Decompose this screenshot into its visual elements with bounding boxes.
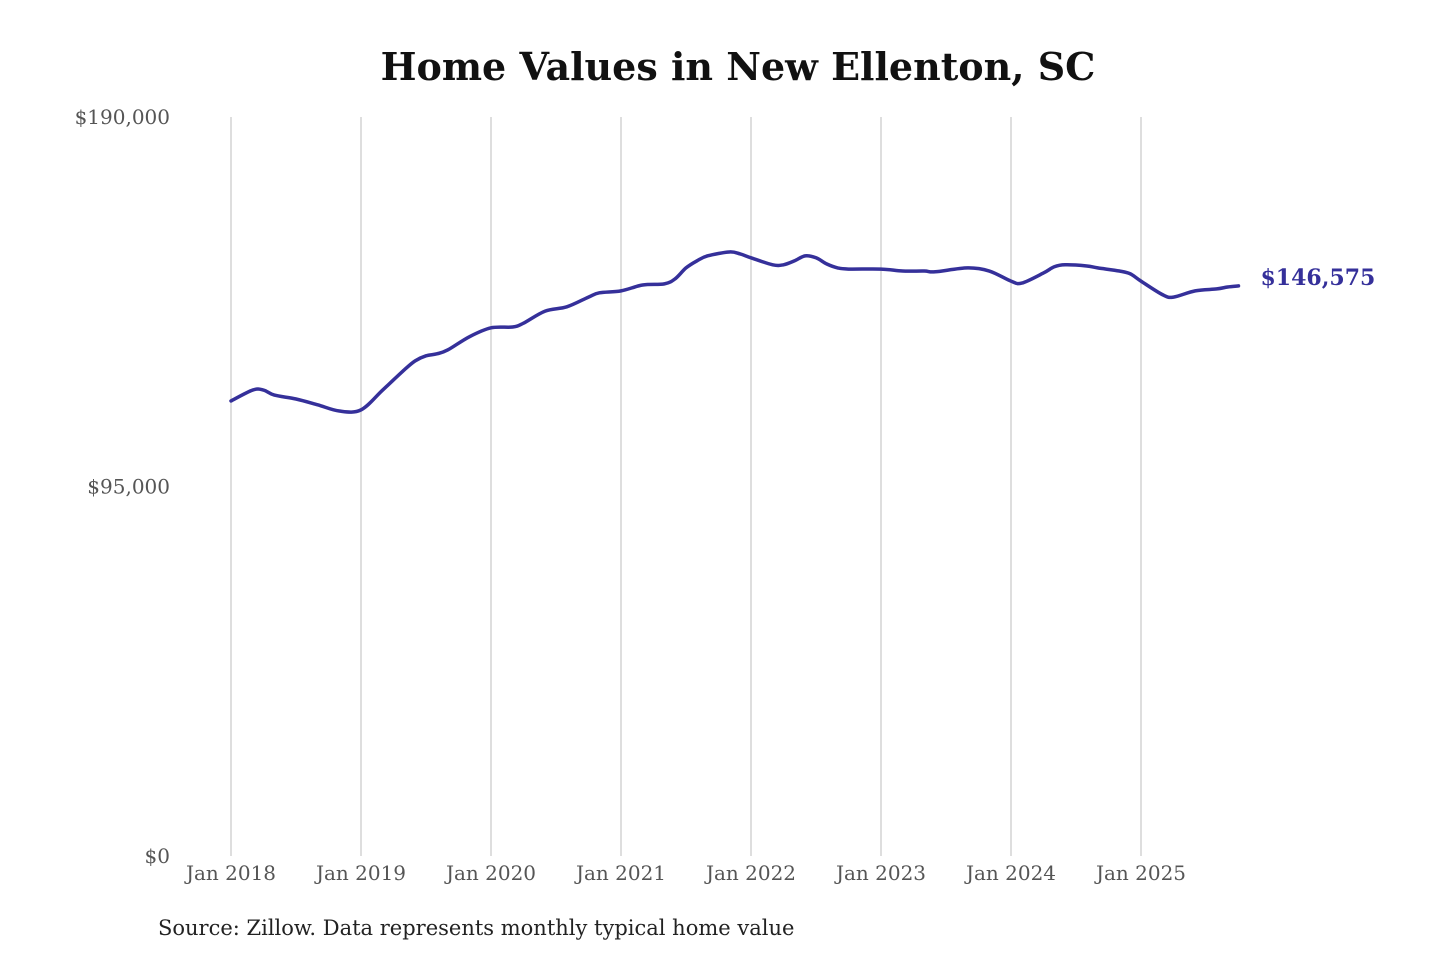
x-tick-label: Jan 2023 [834, 861, 926, 885]
x-tick-label: Jan 2020 [444, 861, 536, 885]
end-value-label: $146,575 [1261, 265, 1376, 291]
x-tick-label: Jan 2025 [1094, 861, 1186, 885]
chart-title: Home Values in New Ellenton, SC [380, 44, 1096, 89]
y-tick-label: $0 [145, 844, 170, 868]
x-tick-label: Jan 2024 [964, 861, 1056, 885]
x-tick-label: Jan 2018 [184, 861, 276, 885]
x-tick-label: Jan 2021 [574, 861, 666, 885]
chart-source-note: Source: Zillow. Data represents monthly … [158, 916, 795, 940]
series-line [229, 250, 1241, 414]
y-tick-label: $190,000 [75, 105, 170, 129]
y-tick-label: $95,000 [87, 475, 170, 499]
x-tick-label: Jan 2022 [704, 861, 796, 885]
x-tick-label: Jan 2019 [314, 861, 406, 885]
